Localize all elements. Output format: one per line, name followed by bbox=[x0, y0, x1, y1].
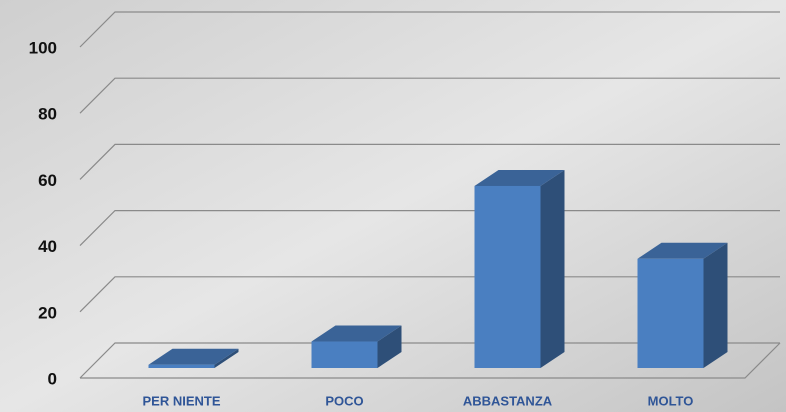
y-tick-label: 100 bbox=[29, 38, 57, 57]
bar-top bbox=[311, 325, 402, 342]
y-tick-label: 0 bbox=[48, 369, 57, 388]
bar bbox=[148, 364, 215, 368]
bar-side bbox=[377, 325, 402, 368]
bar-side bbox=[540, 169, 565, 368]
bar-side bbox=[214, 348, 239, 368]
grid-line bbox=[79, 11, 780, 48]
bar bbox=[637, 258, 704, 368]
y-tick-label: 60 bbox=[38, 171, 57, 190]
grid-line bbox=[79, 77, 780, 114]
bar-top bbox=[148, 348, 239, 365]
x-tick-label: POCO bbox=[325, 393, 363, 408]
bar-side bbox=[703, 242, 728, 368]
bar-top bbox=[637, 242, 728, 259]
x-tick-label: MOLTO bbox=[648, 393, 694, 408]
y-tick-label: 40 bbox=[38, 237, 57, 256]
grid-line bbox=[79, 143, 780, 180]
x-tick-label: ABBASTANZA bbox=[463, 393, 553, 408]
y-tick-label: 80 bbox=[38, 105, 57, 124]
floor-edge bbox=[80, 342, 781, 379]
y-tick-label: 20 bbox=[38, 303, 57, 322]
bar bbox=[474, 185, 541, 368]
bar-top bbox=[474, 169, 565, 186]
bar bbox=[311, 341, 378, 368]
x-tick-label: PER NIENTE bbox=[142, 393, 220, 408]
